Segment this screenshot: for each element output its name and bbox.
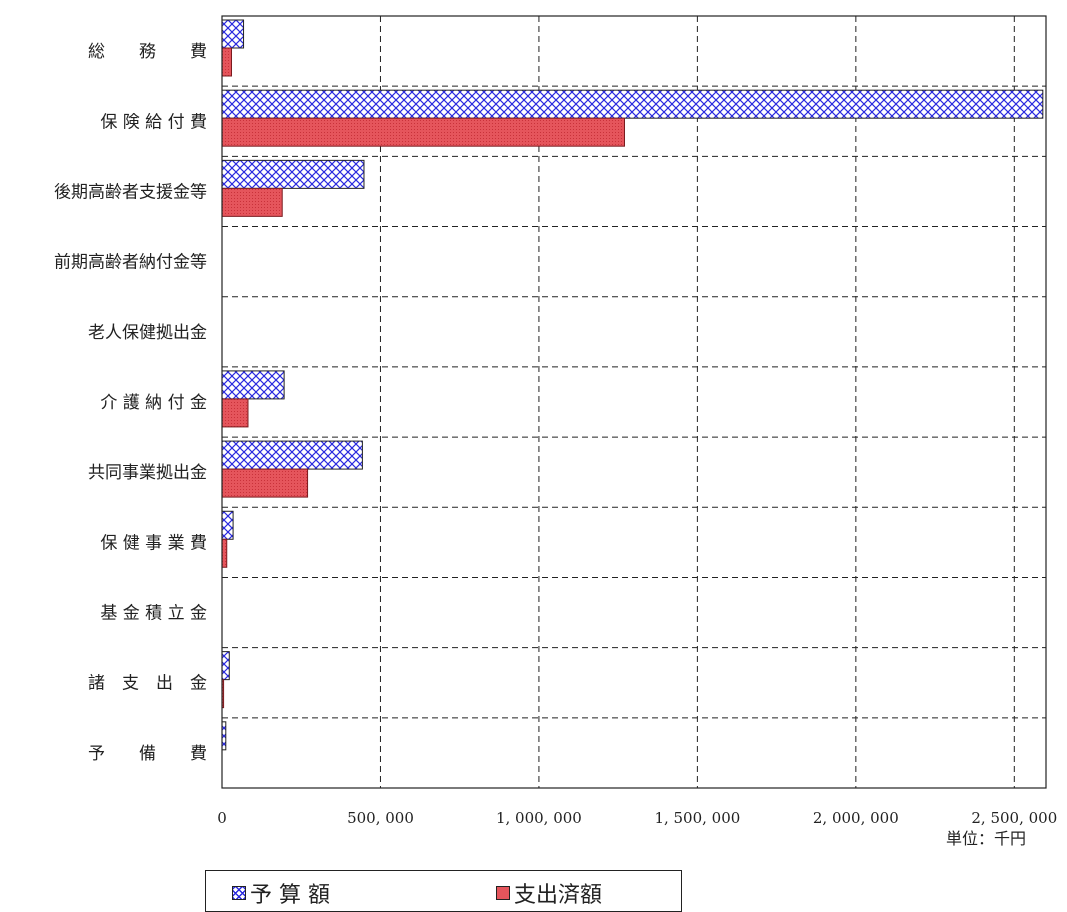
x-tick-label: 0 bbox=[217, 809, 227, 827]
legend-swatch-budget bbox=[232, 886, 246, 900]
category-label: 前期高齢者納付金等 bbox=[54, 253, 207, 273]
x-tick-label: 1, 000, 000 bbox=[496, 809, 582, 827]
spent-bar bbox=[221, 187, 283, 217]
category-label: 共同事業拠出金 bbox=[88, 463, 207, 483]
bars bbox=[221, 19, 1044, 751]
x-tick-label: 2, 500, 000 bbox=[971, 809, 1057, 827]
category-label: 介 護 納 付 金 bbox=[100, 393, 207, 413]
category-label: 保 健 事 業 費 bbox=[100, 533, 207, 553]
category-labels: 総 務 費保 険 給 付 費後期高齢者支援金等前期高齢者納付金等老人保健拠出金介… bbox=[54, 42, 207, 764]
plot-frame bbox=[221, 15, 1047, 789]
category-label: 諸 支 出 金 bbox=[88, 674, 207, 694]
category-label: 後期高齢者支援金等 bbox=[54, 182, 207, 202]
x-axis-tick-labels: 0 500, 000 1, 000, 000 1, 500, 000 2, 000, 0… bbox=[217, 809, 1057, 827]
x-tick-label: 2, 000, 000 bbox=[813, 809, 899, 827]
spent-bar bbox=[221, 47, 233, 77]
legend-item-budget: 予 算 額 bbox=[232, 877, 330, 909]
legend-item-spent: 支出済額 bbox=[496, 877, 602, 909]
legend-swatch-spent bbox=[496, 886, 510, 900]
legend-label-spent: 支出済額 bbox=[514, 883, 603, 908]
category-label: 総 務 費 bbox=[88, 42, 207, 62]
grid-lines bbox=[222, 16, 1046, 788]
category-label: 予 備 費 bbox=[88, 744, 207, 764]
category-label: 老人保健拠出金 bbox=[88, 323, 207, 343]
x-tick-label: 500, 000 bbox=[347, 809, 414, 827]
x-tick-label: 1, 500, 000 bbox=[654, 809, 740, 827]
budget-bar bbox=[221, 159, 365, 189]
budget-bar bbox=[221, 89, 1044, 119]
category-label: 保 険 給 付 費 bbox=[100, 112, 207, 132]
unit-label: 単位：千円 bbox=[946, 829, 1027, 848]
budget-bar bbox=[221, 370, 285, 400]
spent-bar bbox=[221, 117, 625, 147]
budget-bar bbox=[221, 19, 245, 49]
budget-bar bbox=[221, 651, 230, 681]
category-label: 基 金 積 立 金 bbox=[100, 604, 207, 624]
budget-expenditure-chart: 総 務 費保 険 給 付 費後期高齢者支援金等前期高齢者納付金等老人保健拠出金介… bbox=[54, 15, 1057, 827]
spent-bar bbox=[221, 538, 228, 568]
spent-bar bbox=[221, 468, 309, 498]
legend: 予 算 額 支出済額 bbox=[205, 870, 682, 912]
legend-label-budget: 予 算 額 bbox=[250, 883, 330, 908]
spent-bar bbox=[221, 398, 249, 428]
budget-bar bbox=[221, 510, 234, 540]
budget-bar bbox=[221, 440, 363, 470]
